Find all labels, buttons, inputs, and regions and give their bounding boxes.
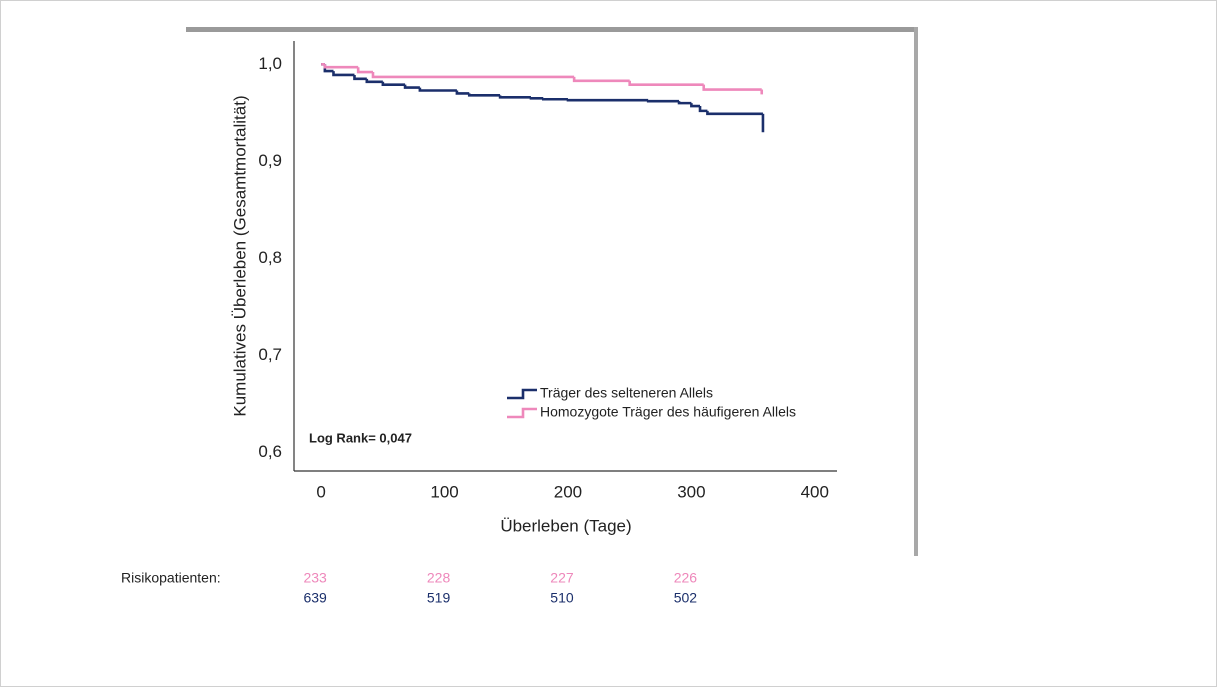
survival-step <box>403 84 420 89</box>
survival-step <box>418 87 457 92</box>
survival-step <box>381 81 406 86</box>
y-tick-label: 0,9 <box>258 151 282 170</box>
survival-step <box>646 99 680 103</box>
risk-count: 228 <box>427 570 451 586</box>
risk-count: 639 <box>303 590 327 606</box>
box-shadow-top <box>186 27 918 32</box>
survival-step <box>628 80 704 86</box>
survival-step <box>677 101 692 105</box>
annotation: Log Rank= 0,047 <box>309 430 412 445</box>
risk-count: 227 <box>550 570 574 586</box>
survival-step <box>702 84 762 91</box>
survival-step <box>541 97 568 101</box>
y-tick-label: 0,8 <box>258 248 282 267</box>
survival-step <box>566 98 649 102</box>
survival-step <box>467 93 501 97</box>
x-tick-label: 300 <box>677 482 705 501</box>
survival-step <box>353 74 367 81</box>
survival-step <box>698 106 708 113</box>
survival-step <box>332 71 355 77</box>
risk-label: Risikopatienten: <box>121 570 221 586</box>
risk-count: 233 <box>303 570 327 586</box>
x-tick-label: 0 <box>316 482 325 501</box>
legend-label: Träger des selteneren Allels <box>540 385 713 401</box>
survival-step <box>356 67 373 74</box>
risk-count: 226 <box>674 570 698 586</box>
risk-count: 519 <box>427 590 451 606</box>
legend-swatch <box>507 407 537 419</box>
y-tick-label: 0,7 <box>258 345 282 364</box>
survival-step <box>455 90 470 95</box>
legend-label: Homozygote Träger des häufigeren Allels <box>540 404 796 420</box>
x-tick-label: 100 <box>430 482 458 501</box>
survival-step <box>572 76 630 83</box>
y-tick-label: 1,0 <box>258 54 282 73</box>
x-tick-label: 200 <box>554 482 582 501</box>
survival-step <box>365 78 383 84</box>
x-axis-title: Überleben (Tage) <box>500 516 631 535</box>
risk-count: 510 <box>550 590 574 606</box>
y-axis-title: Kumulatives Überleben (Gesamtmortalität) <box>230 95 249 416</box>
survival-step <box>498 95 531 99</box>
survival-step <box>371 72 575 79</box>
survival-step <box>706 110 763 116</box>
survival-step <box>529 96 544 100</box>
survival-step <box>323 64 359 69</box>
box-shadow-right <box>914 27 918 556</box>
y-tick-label: 0,6 <box>258 442 282 461</box>
x-tick-label: 400 <box>801 482 829 501</box>
risk-count: 502 <box>674 590 698 606</box>
legend-swatch <box>507 388 537 400</box>
survival-step <box>690 103 701 108</box>
